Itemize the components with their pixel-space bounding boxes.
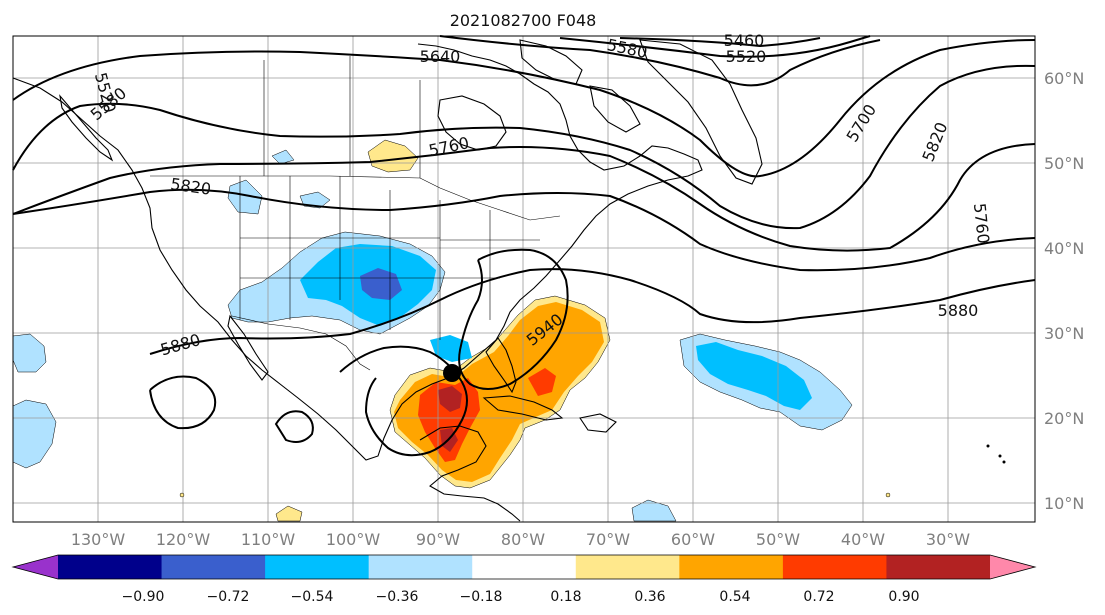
- coastline-florida: [485, 337, 517, 394]
- contour-label: 5880: [938, 301, 979, 320]
- lon-label: 40°W: [841, 530, 885, 549]
- shading-pacific-blue-2: [12, 399, 57, 469]
- contour-label: 5760: [970, 202, 993, 244]
- contour-5760: [12, 143, 1036, 252]
- colorbar-tick-label: 0.72: [803, 589, 834, 605]
- shading-hudson-positive: [367, 139, 419, 173]
- coastline-baffin: [589, 85, 641, 133]
- colorbar-extend-low: [13, 555, 58, 579]
- contour-label: 5520: [726, 47, 767, 66]
- contour-5880: [149, 268, 1036, 355]
- longitude-labels: 130°W 120°W 110°W 100°W 90°W 80°W 70°W 6…: [71, 530, 970, 549]
- colorbar-segment: [472, 555, 577, 579]
- lat-label: 20°N: [1044, 409, 1084, 428]
- colorbar-segment: [782, 555, 887, 579]
- lon-label: 30°W: [926, 530, 970, 549]
- island-dot: [1002, 460, 1006, 464]
- shading-pacific-blue: [12, 333, 47, 373]
- colorbar-segment: [575, 555, 680, 579]
- contour-5520-north: [559, 35, 871, 58]
- contour-pacific-loop: [149, 375, 217, 430]
- coastline-hispaniola: [579, 413, 617, 433]
- shading-northwest-blue: [227, 179, 263, 215]
- coastline-baja: [227, 314, 269, 381]
- graticule: [13, 36, 1035, 522]
- contour-5940: [458, 248, 569, 390]
- latitude-labels: 60°N 50°N 40°N 30°N 20°N 10°N: [1044, 69, 1084, 513]
- shading-gulf-red: [418, 378, 480, 462]
- map-frame: [12, 35, 1036, 523]
- border-us-canada: [150, 175, 561, 221]
- shading-atlantic-red: [528, 368, 556, 396]
- map-title: 2021082700 F048: [450, 11, 597, 30]
- lat-label: 60°N: [1044, 69, 1084, 88]
- map-panel: 5640 5580 5460 5520 5520 5580 5760 5700 …: [12, 31, 1036, 523]
- border-canada-provinces: [263, 56, 421, 178]
- contour-5700: [12, 64, 1036, 230]
- colorbar-segment: [886, 555, 991, 579]
- contour-5580-north: [439, 35, 881, 87]
- colorbar-segment: [161, 555, 266, 579]
- shading-plains-royal: [360, 268, 402, 300]
- border-us-mexico: [231, 315, 371, 371]
- lon-label: 60°W: [671, 530, 715, 549]
- island-dot: [998, 454, 1002, 458]
- coastline-greenland: [639, 39, 763, 185]
- contour-small-loop: [274, 410, 314, 443]
- contour-5460: [619, 37, 821, 48]
- colorbar-outline: [11, 554, 1037, 580]
- colorbar-segment: [265, 555, 370, 579]
- lon-label: 120°W: [156, 530, 211, 549]
- storm-center-marker: [443, 364, 461, 382]
- colorbar-extend-high: [990, 555, 1035, 579]
- island-dot: [885, 492, 891, 498]
- lon-label: 90°W: [416, 530, 460, 549]
- colorbar-tick-label: −0.36: [376, 589, 419, 605]
- contour-5820: [12, 188, 1036, 272]
- borders: [150, 56, 561, 371]
- colorbar-tick-label: 0.90: [888, 589, 919, 605]
- coastlines: [12, 39, 1006, 522]
- island-dot: [179, 492, 185, 498]
- colorbar-tick-label: −0.18: [460, 589, 503, 605]
- shading-mexico-positive: [275, 505, 303, 522]
- colorbar-tick-label: 0.54: [719, 589, 750, 605]
- shading-caribbean-blue: [631, 499, 677, 522]
- colorbar-tick-label: 0.36: [634, 589, 665, 605]
- lat-label: 30°N: [1044, 324, 1084, 343]
- coastline-alaska-islands: [59, 94, 114, 162]
- coastline-yucatan: [419, 425, 521, 522]
- colorbar-segment: [679, 555, 784, 579]
- height-contours: [12, 35, 1036, 457]
- colorbar: −0.90 −0.72 −0.54 −0.36 −0.18 0.18 0.36 …: [11, 554, 1037, 605]
- colorbar-tick-label: −0.54: [291, 589, 334, 605]
- colorbar-tick-label: 0.18: [550, 589, 581, 605]
- colorbar-tick-label: −0.90: [122, 589, 165, 605]
- colorbar-segment: [368, 555, 473, 579]
- colorbar-segment: [58, 555, 163, 579]
- contour-label: 5640: [420, 47, 461, 66]
- coastline-cuba: [482, 395, 564, 421]
- coastline-hudson-bay: [437, 95, 507, 151]
- lat-label: 40°N: [1044, 239, 1084, 258]
- island-dot: [986, 444, 990, 448]
- shading-hudson-blue: [271, 149, 295, 165]
- colorbar-tick-label: −0.72: [207, 589, 250, 605]
- coastline-north-america-west: [12, 43, 703, 461]
- shading-atlantic-blue: [696, 342, 812, 410]
- lon-label: 80°W: [501, 530, 545, 549]
- contour-5880-gulf: [339, 345, 468, 457]
- lat-label: 50°N: [1044, 154, 1084, 173]
- lon-label: 50°W: [756, 530, 800, 549]
- lon-label: 130°W: [71, 530, 126, 549]
- lon-label: 100°W: [326, 530, 381, 549]
- contour-5640: [12, 39, 1036, 178]
- lat-label: 10°N: [1044, 494, 1084, 513]
- lon-label: 110°W: [241, 530, 296, 549]
- lon-label: 70°W: [586, 530, 630, 549]
- shading-gulf-darkred: [438, 386, 462, 412]
